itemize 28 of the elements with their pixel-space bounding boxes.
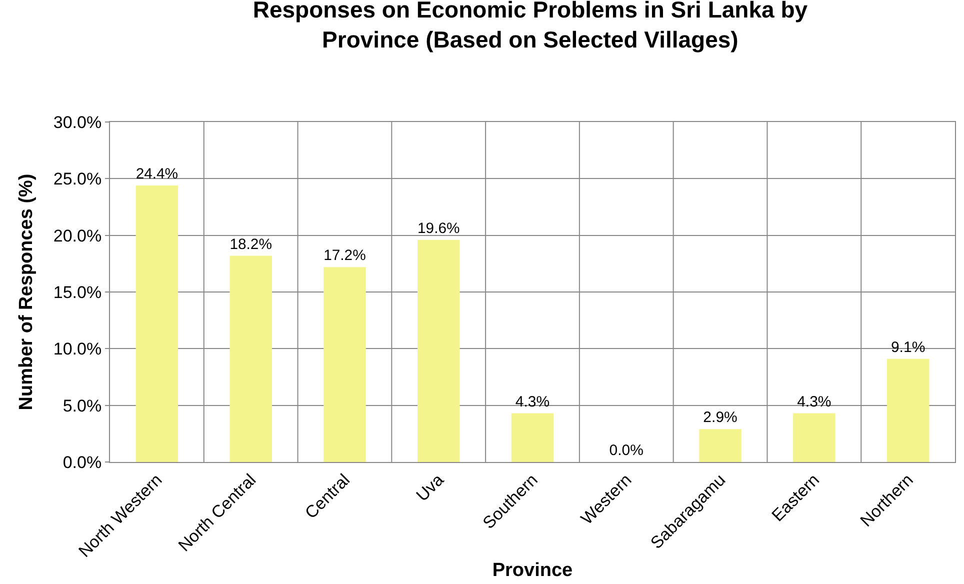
- x-tick-label: Uva: [412, 470, 448, 506]
- bar: [324, 267, 366, 462]
- data-label: 9.1%: [890, 338, 926, 356]
- data-label: 19.6%: [418, 220, 460, 237]
- data-label: 0.0%: [609, 442, 644, 459]
- y-tick-label: 15.0%: [53, 282, 102, 302]
- bar: [136, 185, 178, 462]
- y-tick-label: 5.0%: [62, 396, 102, 416]
- data-label: 18.2%: [230, 236, 272, 253]
- data-label: 4.3%: [515, 393, 550, 410]
- bar: [886, 358, 930, 462]
- y-tick-label: 20.0%: [53, 226, 102, 246]
- bar: [699, 429, 742, 462]
- data-label: 2.9%: [703, 409, 738, 426]
- y-tick-label: 0.0%: [62, 452, 102, 472]
- bar: [793, 413, 836, 462]
- x-axis-title: Province: [492, 560, 573, 581]
- bar: [511, 413, 554, 462]
- data-label: 4.3%: [797, 393, 832, 410]
- data-label: 17.2%: [324, 248, 366, 264]
- data-label: 24.4%: [136, 166, 178, 182]
- y-tick-label: 25.0%: [53, 170, 102, 189]
- y-tick-label: 30.0%: [53, 112, 102, 132]
- chart-title: Responses on Economic Problems in Sri Lanka by Province (Based on Selected Villages): [252, 0, 808, 52]
- y-axis-title: Number of Responces (%): [16, 174, 38, 410]
- bar: [417, 240, 460, 462]
- y-tick-label: 10.0%: [53, 340, 102, 359]
- bar: [230, 256, 272, 462]
